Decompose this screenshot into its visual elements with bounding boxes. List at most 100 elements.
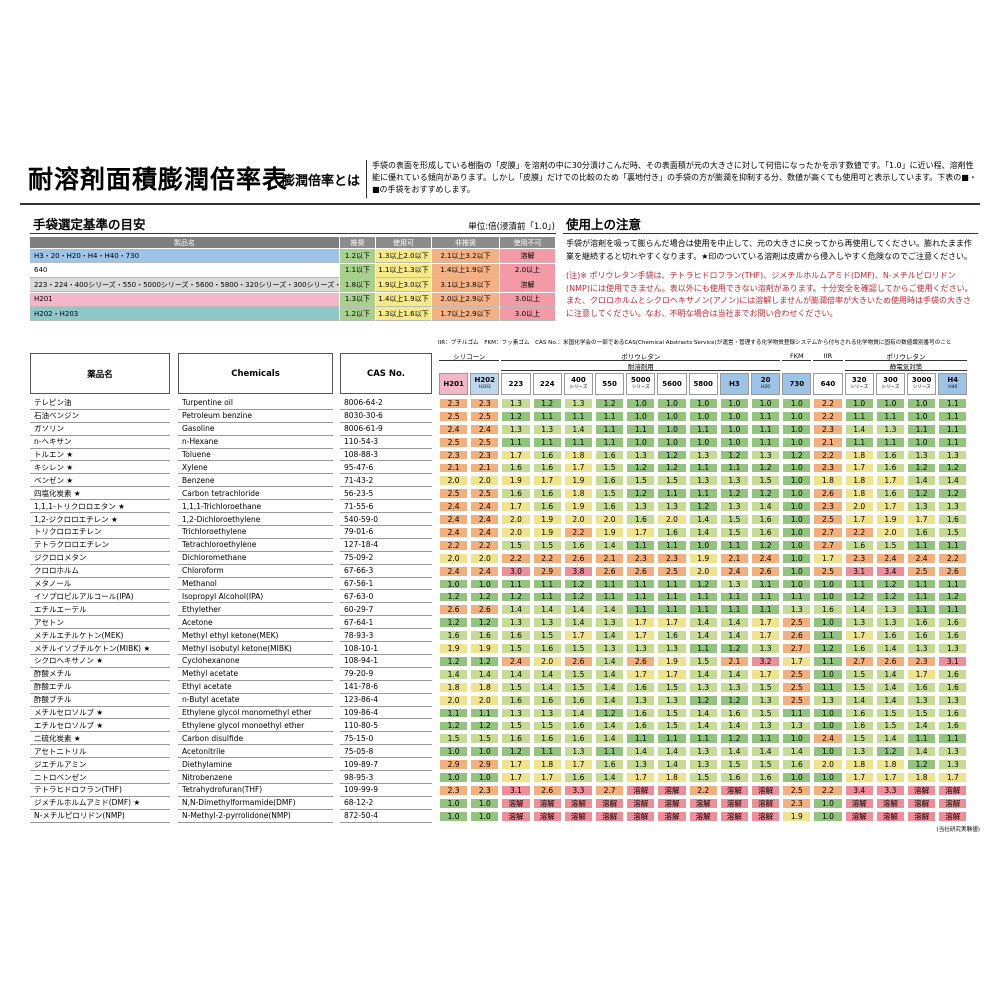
swelling-value: 1.4 (439, 668, 469, 680)
chemical-name-en: n-Butyl acetate (178, 694, 333, 707)
swelling-value: 1.1 (532, 746, 562, 758)
chemical-name-ja: アセトニトリル (30, 745, 170, 759)
swelling-value: 1.2 (875, 578, 905, 590)
swelling-value: 1.0 (719, 398, 749, 409)
swelling-value: 1.5 (875, 707, 905, 719)
chemical-name-en: Ethylene glycol monomethyl ether (178, 707, 333, 720)
chemical-name-ja: メチルエチルケトン(MEK) (30, 629, 170, 643)
criteria-value: 1.9以上3.0以下 (376, 278, 432, 293)
swelling-value: 1.1 (595, 436, 625, 448)
swelling-value: 1.7 (844, 772, 874, 783)
swelling-value: 2.2 (501, 552, 531, 564)
swelling-value: 1.4 (563, 617, 593, 629)
column-label: H20 (761, 385, 771, 390)
swelling-value: 1.5 (470, 733, 500, 745)
swelling-value: 1.6 (501, 630, 531, 642)
swelling-value: 1.0 (688, 398, 718, 409)
cas-number: 108-88-3 (340, 449, 432, 462)
column-label: H201 (443, 380, 464, 388)
swelling-value: 2.6 (532, 785, 562, 796)
swelling-value: 1.0 (439, 746, 469, 758)
swelling-value: 1.6 (532, 694, 562, 706)
cas-number: 872-50-4 (340, 810, 432, 823)
criteria-value: 1.1以下 (340, 263, 376, 278)
swelling-value: 1.6 (595, 475, 625, 487)
swelling-value: 1.4 (719, 617, 749, 629)
swelling-value: 1.1 (657, 591, 687, 603)
chemical-name-en: Xylene (178, 462, 333, 475)
swelling-value: 1.1 (688, 591, 718, 603)
swelling-value: 1.4 (719, 668, 749, 680)
chemical-name-ja: テトラクロロエチレン (30, 539, 170, 552)
chemical-name-en: Gasoline (178, 423, 333, 436)
swelling-value: 1.5 (501, 643, 531, 654)
swelling-value: 1.6 (563, 733, 593, 745)
swelling-value: 1.9 (501, 475, 531, 487)
swelling-value: 1.7 (875, 501, 905, 513)
swelling-value: 1.5 (532, 630, 562, 642)
cas-number: 71-55-6 (340, 500, 432, 514)
swelling-value: 2.5 (782, 785, 812, 796)
swelling-value: 1.6 (657, 527, 687, 538)
column-header: 224 (532, 373, 562, 395)
swelling-value: 1.4 (907, 475, 937, 487)
swelling-value: 1.0 (470, 578, 500, 590)
swelling-value: 2.5 (782, 681, 812, 693)
chemical-name-en: Methyl acetate (178, 668, 333, 681)
subgroup-header: 耐溶剤用 (501, 362, 781, 371)
swelling-value: 1.2 (938, 591, 968, 603)
chemical-name-ja: シクロヘキサノン ★ (30, 655, 170, 668)
swelling-value: 1.0 (470, 810, 500, 822)
swelling-value: 1.6 (938, 681, 968, 693)
cas-number: 110-54-3 (340, 436, 432, 449)
swelling-value: 1.2 (719, 488, 749, 500)
swelling-value: 1.0 (439, 578, 469, 590)
swelling-value: 1.4 (844, 694, 874, 706)
swelling-value: 溶解 (751, 785, 781, 796)
swelling-value: 1.8 (439, 681, 469, 693)
swelling-value: 1.2 (626, 488, 656, 500)
swelling-value: 1.1 (626, 733, 656, 745)
swelling-value: 1.7 (875, 475, 905, 487)
swelling-value: 1.1 (844, 578, 874, 590)
swelling-value: 1.0 (813, 720, 843, 732)
swelling-value: 1.2 (844, 591, 874, 603)
criteria-value: 3.0以上 (500, 292, 556, 307)
column-label: 224 (539, 380, 555, 388)
swelling-value: 1.5 (657, 475, 687, 487)
column-label: H4 (947, 376, 959, 384)
swelling-value: 溶解 (751, 797, 781, 809)
chemical-name-ja: 二硫化炭素 ★ (30, 732, 170, 746)
swelling-value: 1.7 (907, 668, 937, 680)
swelling-value: 1.6 (470, 630, 500, 642)
swelling-value: 1.3 (501, 707, 531, 719)
swelling-value: 溶解 (595, 797, 625, 809)
swelling-value: 1.1 (657, 604, 687, 616)
swelling-value: 1.2 (470, 617, 500, 629)
swelling-value: 1.9 (657, 656, 687, 667)
swelling-value: 溶解 (657, 810, 687, 822)
chemical-name-ja: 1,2-ジクロロエチレン ★ (30, 513, 170, 526)
subgroup-header: 静電気対策 (844, 362, 968, 371)
swelling-value: 溶解 (907, 785, 937, 796)
swelling-value: 3.4 (875, 565, 905, 577)
criteria-value: 溶解 (500, 249, 556, 263)
swelling-value: 1.6 (657, 630, 687, 642)
section-title: 手袋選定基準の目安 (33, 217, 146, 232)
swelling-value: 1.2 (470, 720, 500, 732)
chemical-name-ja: テレピン油 (30, 397, 170, 410)
chemical-name-en: N,N-Dimethylformamide(DMF) (178, 797, 333, 810)
swelling-value: 2.2 (439, 539, 469, 551)
swelling-value: 1.3 (907, 501, 937, 513)
description: 手袋の表面を形成している樹脂の「皮膜」を溶剤の中に30分漬けこんだ時、その表面積… (372, 161, 977, 194)
swelling-value: 2.1 (439, 462, 469, 474)
cas-number: 75-05-8 (340, 745, 432, 759)
swelling-value: 1.6 (719, 707, 749, 719)
swelling-value: 1.1 (938, 733, 968, 745)
column-label: 5800 (693, 380, 713, 388)
swelling-value: 1.6 (938, 630, 968, 642)
swelling-value: 1.9 (875, 514, 905, 525)
chemical-name-ja: 酢酸ブチル (30, 694, 170, 707)
group-header: IIR (813, 352, 843, 361)
